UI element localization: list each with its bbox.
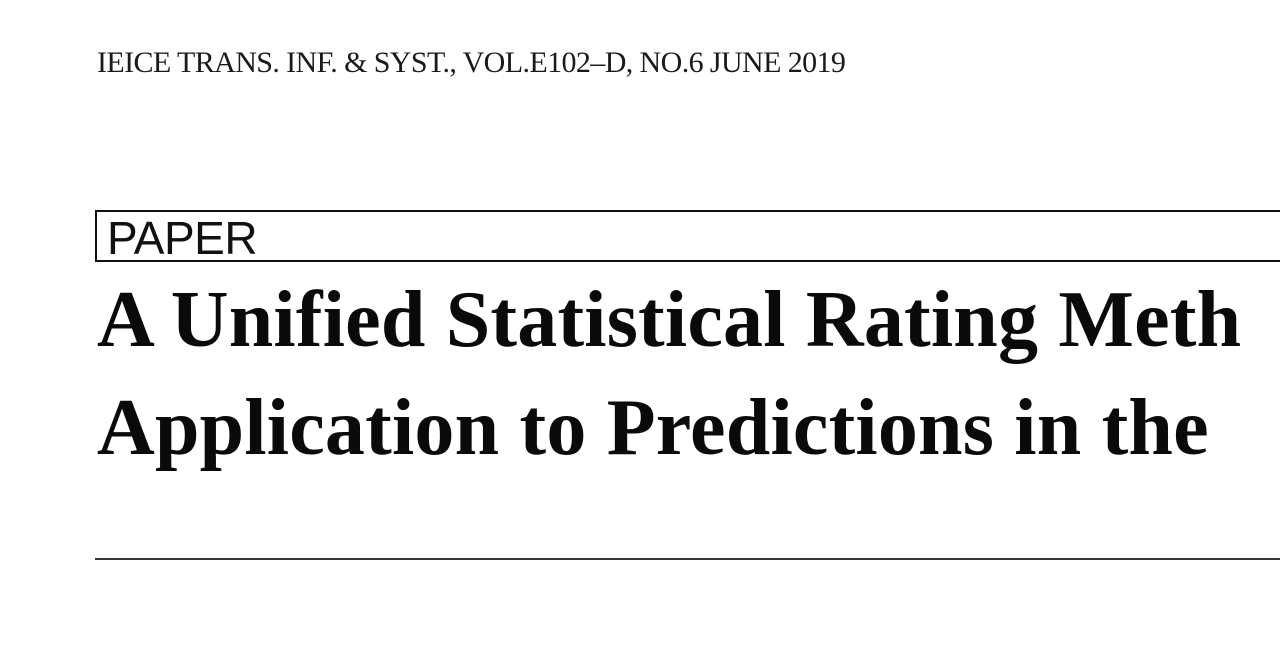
title-divider-rule bbox=[95, 558, 1280, 560]
paper-title-line-1: A Unified Statistical Rating Meth bbox=[97, 276, 1242, 364]
paper-category-label: PAPER bbox=[107, 212, 258, 264]
journal-header: IEICE TRANS. INF. & SYST., VOL.E102–D, N… bbox=[97, 46, 846, 79]
paper-category-box: PAPER bbox=[95, 210, 1280, 262]
paper-title-line-2: Application to Predictions in the bbox=[97, 384, 1209, 472]
